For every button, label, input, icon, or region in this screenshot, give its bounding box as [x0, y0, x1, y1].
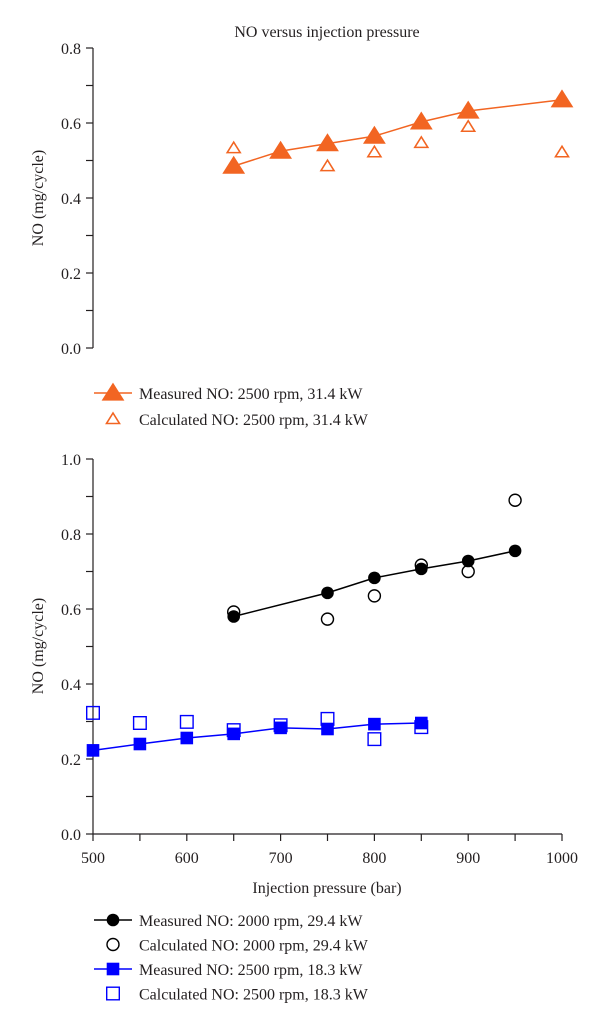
data-point-filled-triangle	[362, 125, 386, 144]
y-tick-label: 0.6	[61, 602, 81, 619]
series-filled-triangle	[222, 89, 574, 174]
legend: Measured NO: 2000 rpm, 29.4 kW Calculated…	[94, 913, 369, 1004]
series-filled-square	[86, 716, 428, 757]
legend-marker-open-circle	[106, 937, 120, 952]
y-tick-label: 0.4	[61, 677, 81, 694]
legend-label: Measured NO: 2000 rpm, 29.4 kW	[139, 913, 363, 930]
data-point-open-square	[85, 705, 100, 720]
x-tick-label: 1000	[546, 850, 578, 867]
legend-label: Measured NO: 2500 rpm, 18.3 kW	[139, 962, 363, 979]
legend-item: Calculated NO: 2500 rpm, 31.4 kW	[105, 411, 369, 429]
y-tick-label: 0.0	[61, 827, 81, 844]
legend-marker-open-triangle	[105, 411, 121, 425]
legend-marker-filled-square	[106, 962, 120, 976]
data-point-filled-triangle	[550, 89, 574, 108]
bottom-chart: NO (mg/cycle) Injection pressure (bar) 0…	[30, 452, 578, 1004]
legend-item: Calculated NO: 2500 rpm, 18.3 kW	[105, 986, 369, 1004]
plot-area	[222, 89, 574, 174]
top-chart: NO versus injection pressure NO (mg/cycl…	[30, 24, 574, 429]
data-point-filled-square	[180, 731, 194, 745]
y-axis-title: NO (mg/cycle)	[30, 150, 47, 246]
data-point-filled-circle	[508, 544, 522, 558]
legend-item: Calculated NO: 2000 rpm, 29.4 kW	[106, 937, 369, 955]
data-point-filled-square	[321, 722, 334, 736]
data-point-filled-square	[227, 727, 240, 741]
x-axis-title: Injection pressure (bar)	[252, 880, 401, 897]
axes: 0.0 0.2 0.4 0.6 0.8 1.0 500 600 700 800 900 1000	[61, 452, 578, 867]
data-point-filled-square	[86, 744, 100, 757]
y-tick-label: 0.8	[61, 41, 81, 58]
legend-label: Calculated NO: 2000 rpm, 29.4 kW	[139, 938, 369, 955]
data-point-filled-circle	[321, 586, 334, 600]
data-point-open-triangle	[554, 144, 570, 158]
y-tick-label: 1.0	[61, 452, 81, 469]
legend-label: Measured NO: 2500 rpm, 31.4 kW	[139, 386, 363, 403]
y-tick-label: 0.2	[61, 752, 81, 769]
data-point-open-triangle	[460, 119, 477, 133]
data-point-filled-triangle	[269, 140, 293, 159]
data-point-open-triangle	[225, 140, 242, 154]
legend-item: Measured NO: 2500 rpm, 18.3 kW	[94, 962, 363, 979]
x-tick-label: 700	[269, 850, 293, 867]
y-axis: 0.0 0.2 0.4 0.6 0.8	[61, 41, 94, 358]
legend-label: Calculated NO: 2500 rpm, 18.3 kW	[139, 987, 369, 1004]
y-tick-label: 0.4	[61, 191, 81, 208]
data-point-open-square	[132, 716, 147, 731]
chart-title: NO versus injection pressure	[234, 24, 419, 41]
data-point-filled-circle	[368, 571, 381, 585]
y-tick-label: 0.8	[61, 527, 81, 544]
data-point-open-circle	[508, 493, 522, 507]
data-point-filled-triangle	[409, 111, 433, 130]
legend-marker-open-square	[105, 986, 120, 1001]
legend-marker-filled-circle	[106, 913, 120, 927]
legend-marker-filled-triangle	[101, 382, 125, 401]
data-point-filled-circle	[227, 610, 240, 623]
x-tick-label: 600	[175, 850, 199, 867]
y-axis-title: NO (mg/cycle)	[30, 598, 47, 694]
legend-item: Measured NO: 2000 rpm, 29.4 kW	[94, 913, 363, 930]
data-point-open-triangle	[413, 135, 430, 149]
data-point-filled-square	[415, 716, 428, 730]
legend-item: Measured NO: 2500 rpm, 31.4 kW	[94, 382, 363, 403]
data-point-filled-triangle	[222, 155, 246, 174]
x-tick-label: 900	[456, 850, 480, 867]
data-point-open-square	[367, 732, 382, 747]
data-point-filled-square	[368, 717, 381, 731]
series-filled-circle	[227, 544, 522, 623]
data-point-filled-circle	[461, 554, 475, 568]
data-point-open-square	[179, 714, 194, 729]
series-open-triangle	[225, 119, 570, 172]
data-point-open-triangle	[319, 158, 336, 172]
data-point-filled-square	[133, 737, 147, 751]
y-tick-label: 0.0	[61, 341, 81, 358]
x-tick-label: 800	[362, 850, 386, 867]
data-point-open-circle	[320, 612, 335, 626]
series-line	[92, 722, 422, 752]
data-point-filled-triangle	[316, 133, 339, 152]
data-point-filled-triangle	[456, 100, 480, 119]
data-point-open-triangle	[366, 144, 383, 158]
data-point-open-circle	[367, 589, 382, 603]
legend-label: Calculated NO: 2500 rpm, 31.4 kW	[139, 412, 369, 429]
data-point-filled-square	[274, 721, 287, 735]
y-tick-label: 0.2	[61, 266, 81, 283]
series-line	[233, 550, 516, 618]
y-tick-label: 0.6	[61, 116, 81, 133]
data-point-filled-circle	[415, 562, 428, 576]
x-tick-label: 500	[81, 850, 105, 867]
plot-area	[85, 493, 522, 757]
legend: Measured NO: 2500 rpm, 31.4 kW Calculated…	[94, 382, 369, 429]
